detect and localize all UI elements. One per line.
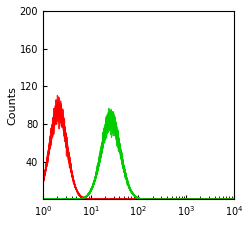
Y-axis label: Counts: Counts [7, 86, 17, 125]
